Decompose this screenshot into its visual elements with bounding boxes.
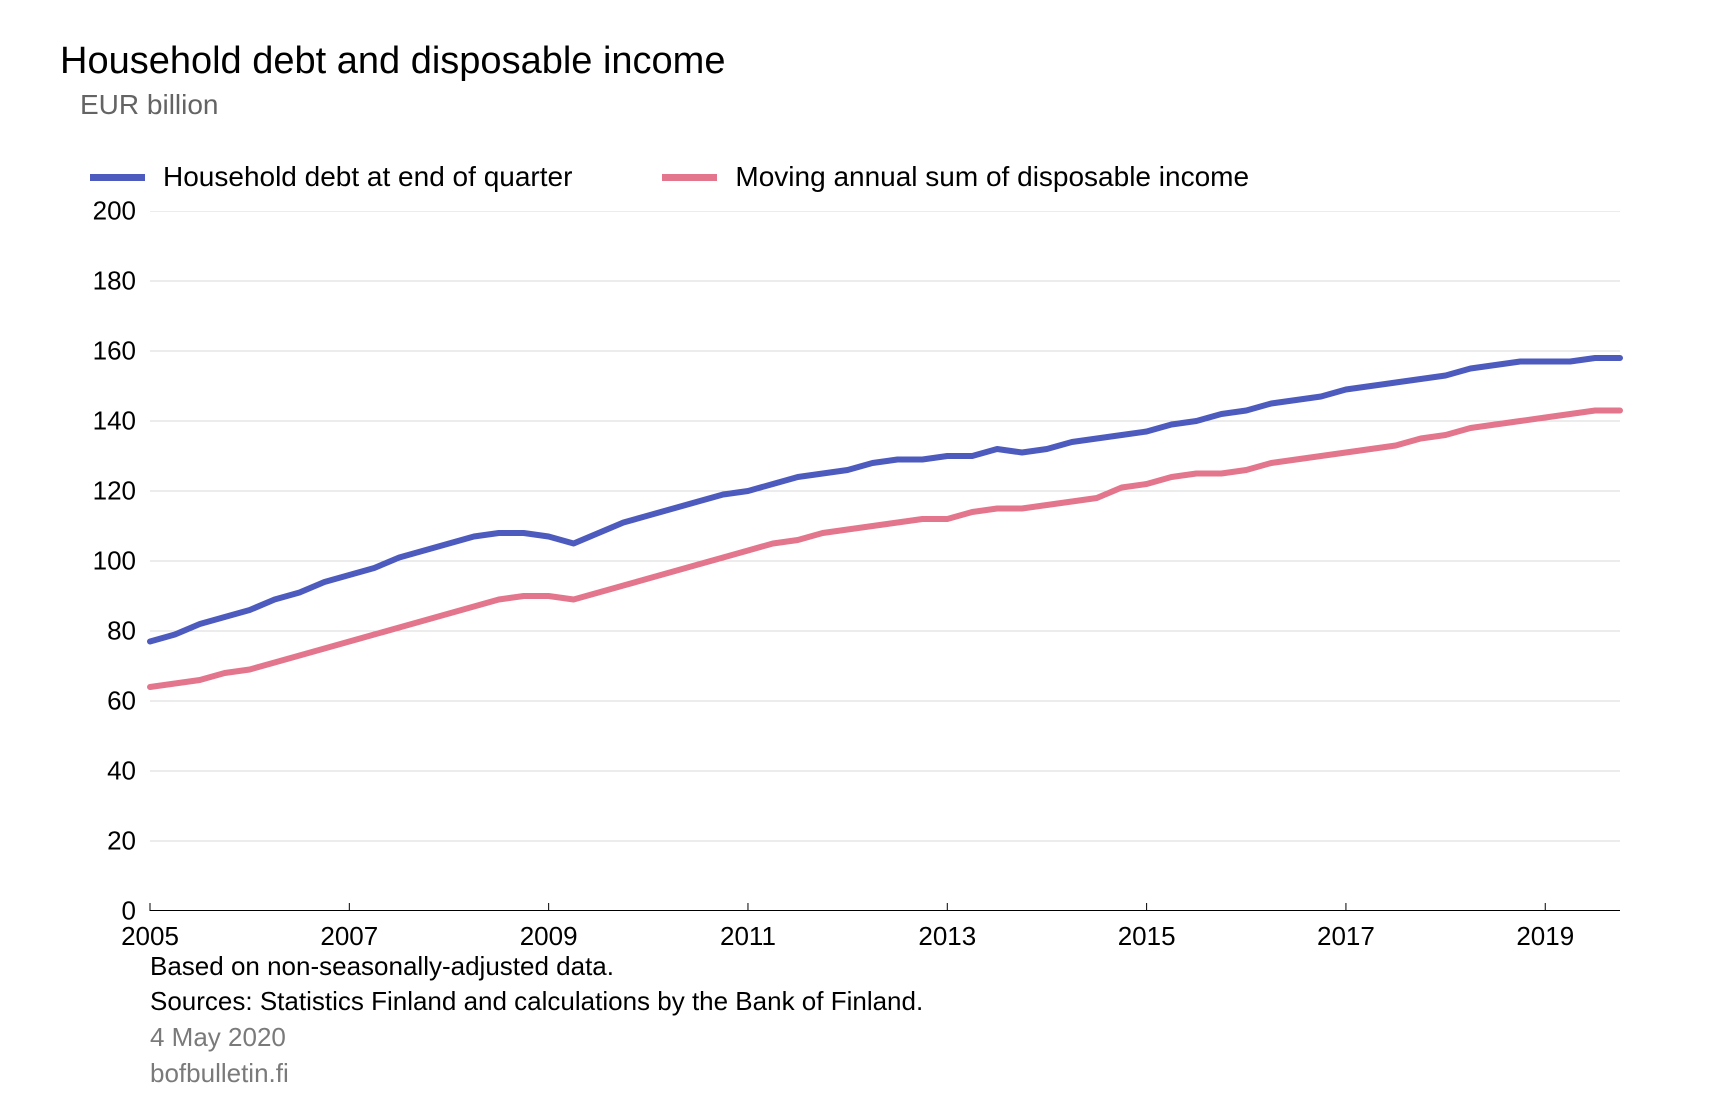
chart-title: Household debt and disposable income <box>60 40 1654 83</box>
y-tick-label: 180 <box>93 266 136 297</box>
x-tick-label: 2013 <box>918 921 976 952</box>
x-tick-label: 2015 <box>1118 921 1176 952</box>
y-tick-label: 200 <box>93 196 136 227</box>
plot-svg <box>80 211 1640 911</box>
legend-item-debt: Household debt at end of quarter <box>90 161 572 193</box>
x-tick-label: 2019 <box>1516 921 1574 952</box>
x-tick-label: 2007 <box>320 921 378 952</box>
legend: Household debt at end of quarter Moving … <box>90 161 1654 193</box>
footer-date: 4 May 2020 <box>150 1021 1654 1055</box>
x-tick-label: 2011 <box>720 921 776 952</box>
y-axis-label: EUR billion <box>80 89 1654 121</box>
x-tick-label: 2017 <box>1317 921 1375 952</box>
x-tick-label: 2005 <box>121 921 179 952</box>
chart-footer: Based on non-seasonally-adjusted data. S… <box>150 949 1654 1091</box>
plot-area: 0204060801001201401601802002005200720092… <box>80 211 1640 911</box>
sources: Sources: Statistics Finland and calculat… <box>150 984 1654 1019</box>
y-tick-label: 40 <box>107 756 136 787</box>
chart-container: Household debt and disposable income EUR… <box>60 40 1654 1091</box>
footer-site: bofbulletin.fi <box>150 1057 1654 1091</box>
y-tick-label: 20 <box>107 826 136 857</box>
x-tick-label: 2009 <box>520 921 578 952</box>
y-tick-label: 160 <box>93 336 136 367</box>
legend-swatch-income <box>662 174 717 181</box>
legend-label-debt: Household debt at end of quarter <box>163 161 572 193</box>
y-tick-label: 80 <box>107 616 136 647</box>
y-tick-label: 60 <box>107 686 136 717</box>
y-tick-label: 100 <box>93 546 136 577</box>
legend-item-income: Moving annual sum of disposable income <box>662 161 1249 193</box>
y-tick-label: 120 <box>93 476 136 507</box>
footnote: Based on non-seasonally-adjusted data. <box>150 949 1654 984</box>
y-tick-label: 140 <box>93 406 136 437</box>
legend-swatch-debt <box>90 174 145 181</box>
legend-label-income: Moving annual sum of disposable income <box>735 161 1249 193</box>
